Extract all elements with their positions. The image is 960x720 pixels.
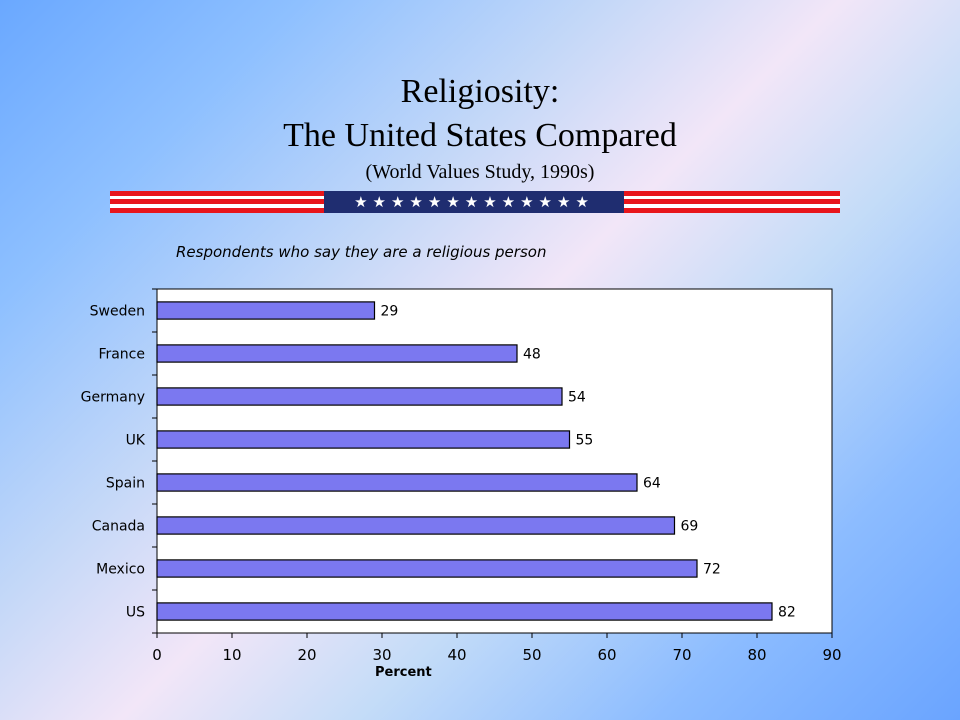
category-label: Spain	[106, 476, 145, 492]
slide-title: Religiosity:	[400, 73, 560, 110]
category-label: UK	[126, 433, 146, 449]
data-label: 82	[778, 605, 796, 621]
flag-banner: ★★★★★★★★★★★★★	[110, 191, 840, 213]
x-tick-label: 40	[447, 646, 466, 664]
x-tick-label: 0	[152, 646, 162, 664]
slide-title-main: The United States Compared	[283, 117, 677, 154]
x-axis-title: Percent	[375, 665, 432, 680]
bar	[156, 387, 563, 406]
x-tick-label: 10	[222, 646, 241, 664]
category-label: Sweden	[90, 304, 145, 320]
data-label: 72	[703, 562, 721, 578]
x-tick-label: 90	[822, 646, 841, 664]
x-tick-label: 60	[597, 646, 616, 664]
plot-area	[156, 288, 833, 634]
category-label: Mexico	[96, 562, 145, 578]
bar	[156, 559, 698, 578]
bar	[156, 344, 518, 363]
category-label: Germany	[81, 390, 145, 406]
category-label: US	[126, 605, 145, 621]
data-label: 64	[643, 476, 661, 492]
data-label: 29	[381, 304, 399, 320]
data-label: 54	[568, 390, 586, 406]
x-tick-label: 70	[672, 646, 691, 664]
bar	[156, 301, 376, 320]
chart-title: Respondents who say they are a religious…	[176, 243, 547, 261]
slide-source-note: (World Values Study, 1990s)	[365, 161, 595, 183]
x-tick-label: 50	[522, 646, 541, 664]
bar	[156, 516, 676, 535]
data-label: 48	[523, 347, 541, 363]
category-label: Canada	[92, 519, 145, 535]
data-label: 55	[576, 433, 594, 449]
x-tick-label: 80	[747, 646, 766, 664]
bar	[156, 473, 638, 492]
x-tick-label: 30	[372, 646, 391, 664]
bar	[156, 430, 571, 449]
data-label: 69	[681, 519, 699, 535]
category-label: France	[98, 347, 145, 363]
x-tick-label: 20	[297, 646, 316, 664]
bar	[156, 602, 773, 621]
flag-stars-icon: ★★★★★★★★★★★★★	[324, 191, 624, 213]
slide-title-block: Religiosity: The United States Compared …	[0, 70, 960, 186]
